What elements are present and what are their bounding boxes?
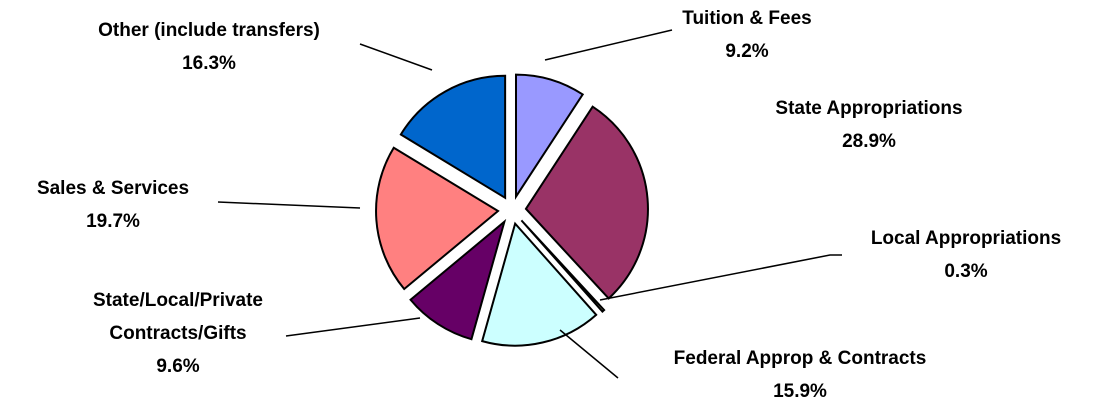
slice-label: Other (include transfers) — [98, 20, 320, 41]
slice-value-label: 28.9% — [842, 131, 896, 152]
slice-label: State/Local/Private Contracts/Gifts — [92, 290, 264, 344]
slice-label: Local Appropriations — [870, 228, 1062, 249]
slice-label: Tuition & Fees — [682, 8, 812, 29]
slice-label: Sales & Services — [36, 178, 190, 199]
pie-slice — [480, 221, 598, 347]
pie-slice — [399, 74, 507, 200]
leader-line — [359, 43, 433, 71]
leader-line — [559, 329, 619, 379]
slice-label: Federal Approp & Contracts — [673, 348, 927, 369]
leader-line — [599, 254, 842, 301]
slice-value-label: 15.9% — [773, 381, 827, 402]
pie-slice — [409, 218, 507, 341]
slice-value-label: 0.3% — [944, 261, 988, 282]
pie-slice — [524, 105, 649, 300]
leader-line — [544, 29, 673, 61]
leader-line — [217, 201, 361, 209]
leader-line — [285, 317, 421, 337]
slice-label: State Appropriations — [775, 98, 963, 119]
slice-value-label: 9.6% — [156, 356, 200, 377]
slice-value-label: 9.2% — [725, 41, 769, 62]
slice-value-label: 19.7% — [86, 211, 140, 232]
pie-slice — [514, 73, 585, 200]
pie-slice — [375, 146, 500, 291]
pie-slice — [520, 219, 606, 313]
slice-value-label: 16.3% — [182, 53, 236, 74]
